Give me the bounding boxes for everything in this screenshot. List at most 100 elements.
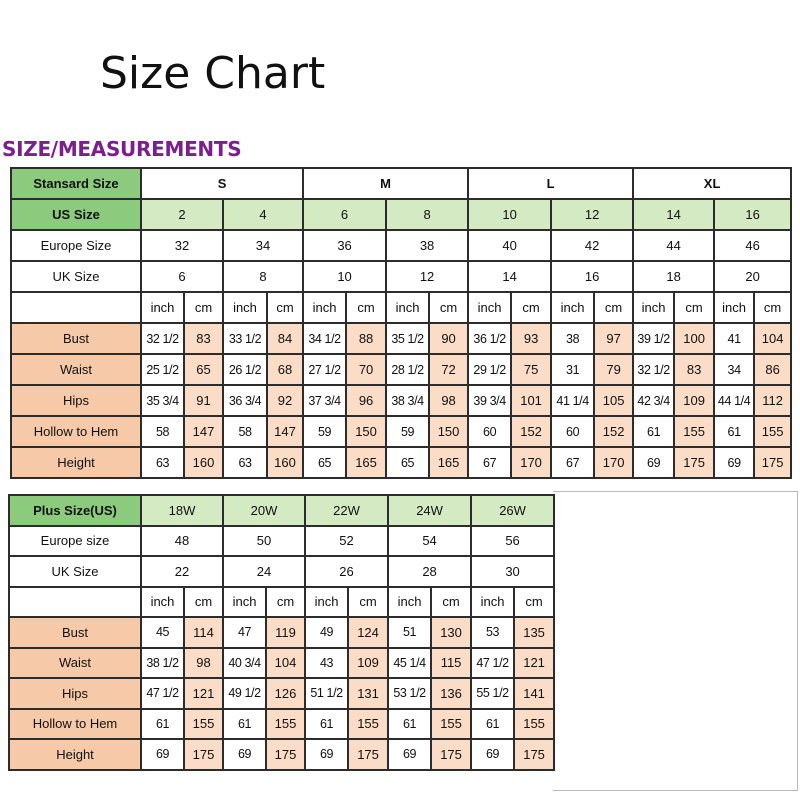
cm-value: 101 <box>510 384 553 417</box>
unit-inch: inch <box>385 291 431 324</box>
row-label: Waist <box>8 646 142 679</box>
unit-cm: cm <box>428 291 470 324</box>
measurement-row-bust: Bust 45 114 47 119 49 124 51 130 53 135 <box>8 616 556 649</box>
row-label: Hips <box>10 384 142 417</box>
inch-value: 41 1/4 <box>550 384 596 417</box>
measurement-row-hollow-to-hem: Hollow to Hem 61 155 61 155 61 155 61 155 61 155 <box>8 707 556 740</box>
plus-size-table: Plus Size(US) 18W 20W 22W 24W 26W Europe size 4… <box>8 494 556 771</box>
inch-value: 60 <box>467 415 513 448</box>
cm-value: 147 <box>183 415 224 448</box>
cm-value: 119 <box>265 616 307 649</box>
uk-size-cell: 16 <box>550 260 635 293</box>
uk-size-cell: 30 <box>470 555 556 588</box>
uk-size-cell: 20 <box>713 260 793 293</box>
inch-value: 69 <box>387 738 433 771</box>
inch-value: 44 1/4 <box>713 384 756 417</box>
size-group-m: M <box>302 167 470 200</box>
unit-cm: cm <box>753 291 793 324</box>
inch-value: 60 <box>550 415 596 448</box>
inch-value: 51 <box>387 616 433 649</box>
inch-value: 58 <box>140 415 185 448</box>
inch-value: 47 <box>222 616 268 649</box>
inch-value: 47 1/2 <box>140 677 185 710</box>
cm-value: 109 <box>673 384 716 417</box>
size-group-l: L <box>467 167 635 200</box>
cm-value: 130 <box>430 616 473 649</box>
cm-value: 155 <box>673 415 716 448</box>
uk-size-cell: 8 <box>221 260 305 293</box>
inch-value: 67 <box>550 446 596 479</box>
unit-cm: cm <box>345 291 388 324</box>
inch-value: 53 1/2 <box>387 677 433 710</box>
cm-value: 150 <box>345 415 388 448</box>
europe-size-cell: 32 <box>140 229 224 262</box>
europe-size-cell: 56 <box>470 524 556 557</box>
cm-value: 83 <box>183 322 224 355</box>
cm-value: 170 <box>593 446 635 479</box>
unit-inch: inch <box>222 291 268 324</box>
inch-value: 61 <box>140 707 185 740</box>
row-label: Hollow to Hem <box>10 415 142 448</box>
cm-value: 98 <box>428 384 470 417</box>
unit-inch: inch <box>140 585 185 618</box>
uk-size-cell: 12 <box>385 260 470 293</box>
cm-value: 160 <box>265 446 305 479</box>
inch-value: 61 <box>632 415 676 448</box>
cm-value: 121 <box>182 677 225 710</box>
cm-value: 91 <box>183 384 224 417</box>
measurement-row-height: Height 63 160 63 160 65 165 65 165 67 170 67 170 69 17… <box>10 446 793 479</box>
cm-value: 165 <box>428 446 470 479</box>
us-size-cell: 12 <box>550 198 635 231</box>
europe-size-row: Europe Size 32 34 36 38 40 42 44 46 <box>10 229 793 262</box>
inch-value: 27 1/2 <box>302 353 348 386</box>
size-group-s: S <box>139 167 305 200</box>
inch-value: 67 <box>467 446 513 479</box>
inch-value: 61 <box>304 707 350 740</box>
empty-label-cell <box>10 291 142 324</box>
row-label: Height <box>8 738 142 771</box>
uk-size-cell: 6 <box>140 260 224 293</box>
plus-size-cell: 20W <box>222 494 307 527</box>
europe-size-cell: 44 <box>632 229 716 262</box>
us-size-cell: 10 <box>467 198 553 231</box>
measurement-row-waist: Waist 38 1/2 98 40 3/4 104 43 109 45 1/4 115 47 1… <box>8 646 556 679</box>
europe-size-cell: 36 <box>302 229 388 262</box>
cm-value: 175 <box>182 738 225 771</box>
uk-size-row: UK Size 6 8 10 12 14 16 18 20 <box>10 260 793 293</box>
inch-value: 49 <box>304 616 350 649</box>
cm-value: 155 <box>430 707 473 740</box>
cm-value: 136 <box>430 677 473 710</box>
us-size-cell: 16 <box>713 198 793 231</box>
inch-value: 32 1/2 <box>632 353 676 386</box>
europe-size-cell: 42 <box>550 229 635 262</box>
cm-value: 131 <box>347 677 390 710</box>
row-label: Stansard Size <box>10 167 142 200</box>
europe-size-cell: 52 <box>304 524 390 557</box>
cm-value: 135 <box>513 616 556 649</box>
measurement-row-bust: Bust 32 1/2 83 33 1/2 84 34 1/2 88 35 1/2 90 36 1… <box>10 322 793 355</box>
cm-value: 93 <box>510 322 553 355</box>
cm-value: 70 <box>345 353 388 386</box>
inch-value: 41 <box>713 322 756 355</box>
unit-cm: cm <box>183 291 224 324</box>
plus-size-cell: 22W <box>304 494 390 527</box>
uk-size-cell: 14 <box>467 260 553 293</box>
us-size-cell: 14 <box>632 198 716 231</box>
uk-size-cell: 28 <box>387 555 473 588</box>
cm-value: 104 <box>753 322 793 355</box>
standard-size-table: Stansard Size S M L XL US Size 2 4 6 8 10 12 14 16 Eur… <box>10 167 793 479</box>
row-label: Europe size <box>8 524 142 557</box>
unit-cm: cm <box>265 585 307 618</box>
row-label: UK Size <box>10 260 142 293</box>
unit-inch: inch <box>470 585 516 618</box>
cm-value: 100 <box>673 322 716 355</box>
unit-inch: inch <box>140 291 185 324</box>
cm-value: 115 <box>430 646 473 679</box>
inch-value: 34 <box>713 353 756 386</box>
cm-value: 79 <box>593 353 635 386</box>
row-label: Height <box>10 446 142 479</box>
inch-value: 42 3/4 <box>632 384 676 417</box>
empty-label-cell <box>8 585 142 618</box>
europe-size-cell: 40 <box>467 229 553 262</box>
inch-value: 45 <box>140 616 185 649</box>
